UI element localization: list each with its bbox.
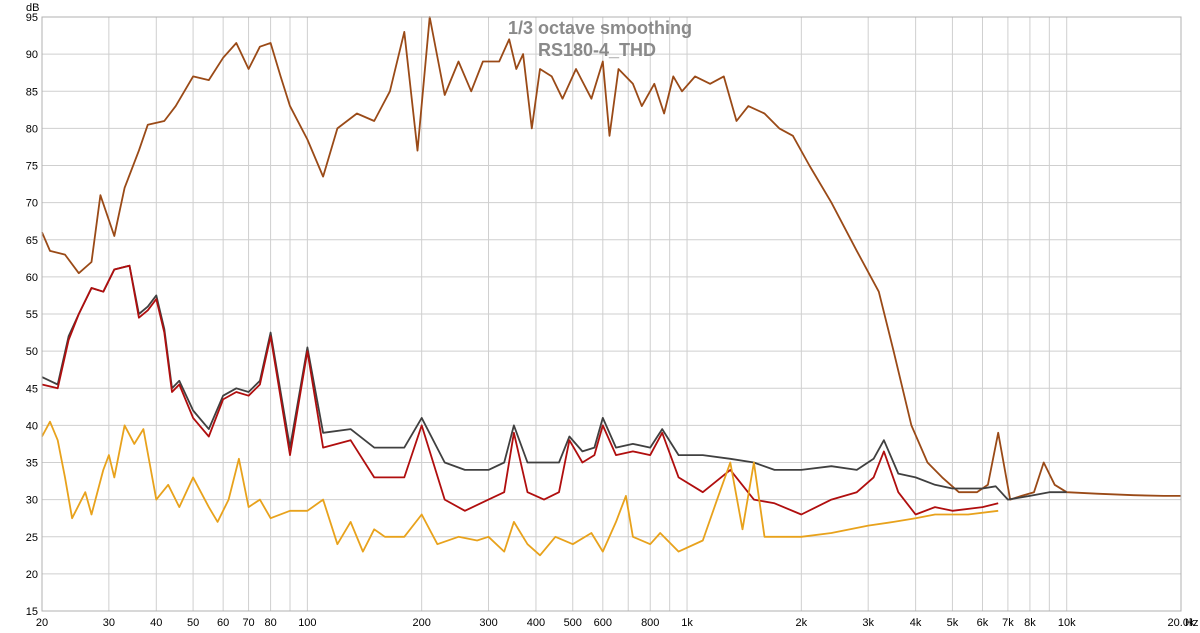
y-tick-label: 90 bbox=[26, 49, 38, 61]
y-tick-label: 70 bbox=[26, 198, 38, 210]
x-tick-label: 800 bbox=[641, 617, 659, 629]
plot-frame bbox=[41, 16, 1182, 612]
x-tick-label: 20.0k bbox=[1168, 617, 1195, 629]
x-tick-label: 60 bbox=[217, 617, 229, 629]
y-tick-label: 45 bbox=[26, 383, 38, 395]
x-tick-label: 200 bbox=[412, 617, 430, 629]
x-tick-label: 3k bbox=[862, 617, 874, 629]
y-tick-label: 75 bbox=[26, 161, 38, 173]
x-tick-label: 600 bbox=[594, 617, 612, 629]
series-line-2 bbox=[41, 264, 1067, 501]
grid bbox=[42, 16, 1181, 612]
x-tick-label: 7k bbox=[1002, 617, 1014, 629]
series-group bbox=[41, 16, 1181, 557]
y-tick-label: 15 bbox=[26, 606, 38, 618]
chart-title: 1/3 octave smoothing bbox=[508, 18, 692, 38]
series-line-4 bbox=[41, 420, 999, 557]
y-tick-label: 20 bbox=[26, 569, 38, 581]
x-tick-label: 20 bbox=[36, 617, 48, 629]
y-axis-unit: dB bbox=[26, 2, 39, 14]
y-tick-label: 80 bbox=[26, 123, 38, 135]
y-tick-label: 60 bbox=[26, 272, 38, 284]
chart-subtitle: RS180-4_THD bbox=[538, 40, 656, 60]
x-tick-label: 1k bbox=[681, 617, 693, 629]
x-tick-label: 8k bbox=[1024, 617, 1036, 629]
x-tick-label: 70 bbox=[242, 617, 254, 629]
x-tick-label: 300 bbox=[479, 617, 497, 629]
x-tick-label: 30 bbox=[103, 617, 115, 629]
series-line-3 bbox=[41, 264, 999, 516]
y-tick-label: 95 bbox=[26, 12, 38, 24]
y-tick-label: 30 bbox=[26, 495, 38, 507]
y-tick-label: 35 bbox=[26, 458, 38, 470]
x-tick-label: 100 bbox=[298, 617, 316, 629]
y-tick-label: 65 bbox=[26, 235, 38, 247]
x-tick-label: 40 bbox=[150, 617, 162, 629]
x-axis-unit: Hz bbox=[1185, 617, 1198, 629]
x-tick-label: 2k bbox=[796, 617, 808, 629]
x-tick-label: 6k bbox=[977, 617, 989, 629]
y-tick-label: 55 bbox=[26, 309, 38, 321]
x-tick-label: 4k bbox=[910, 617, 922, 629]
y-tick-label: 40 bbox=[26, 420, 38, 432]
y-tick-label: 25 bbox=[26, 532, 38, 544]
x-tick-label: 10k bbox=[1058, 617, 1076, 629]
x-tick-label: 5k bbox=[947, 617, 959, 629]
series-line-1 bbox=[41, 16, 1181, 501]
x-tick-label: 50 bbox=[187, 617, 199, 629]
x-tick-label: 400 bbox=[527, 617, 545, 629]
x-tick-label: 80 bbox=[264, 617, 276, 629]
y-tick-label: 85 bbox=[26, 86, 38, 98]
x-tick-label: 500 bbox=[564, 617, 582, 629]
y-tick-label: 50 bbox=[26, 346, 38, 358]
